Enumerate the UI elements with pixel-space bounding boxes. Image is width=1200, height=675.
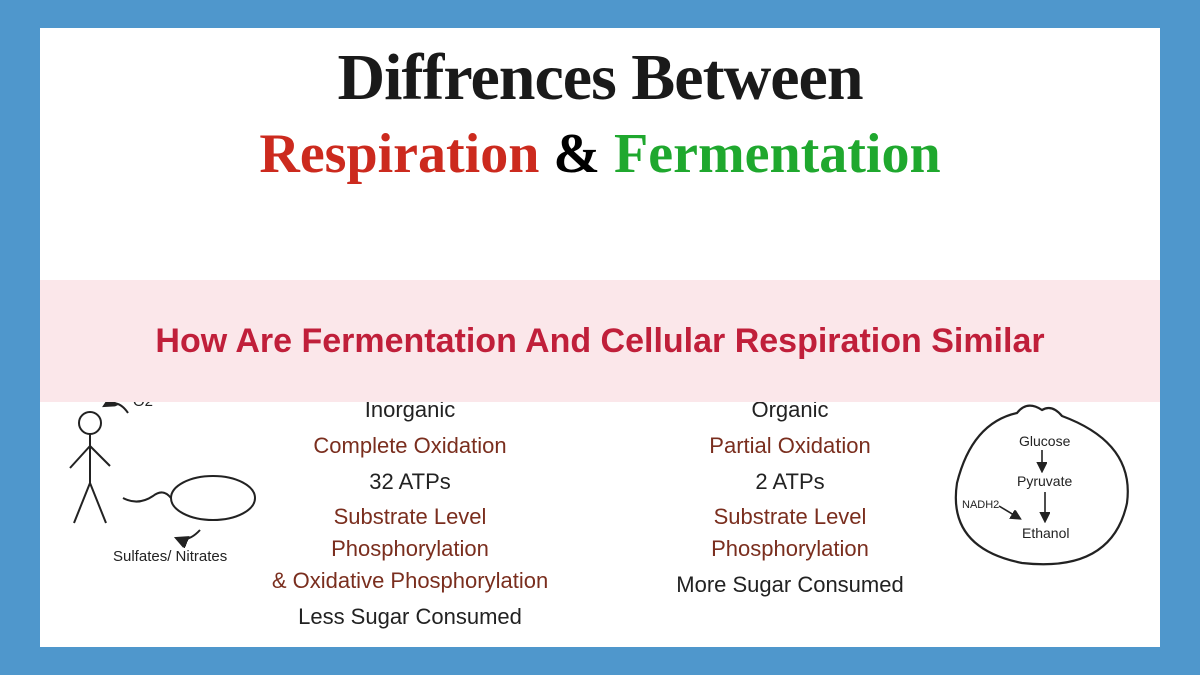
comparison-row: Substrate Level Phosphorylation [645,501,935,565]
right-illustration: Glucose Pyruvate NADH2 Ethanol [927,398,1142,583]
heading-block: Diffrences Between Respiration & Ferment… [40,28,1160,186]
main-title: Diffrences Between [40,40,1160,116]
comparison-row: 2 ATPs [645,466,935,498]
left-illustration: O2 Sulfates/ Nitrates [58,388,268,583]
comparison-row: Complete Oxidation [265,430,555,462]
content-area: Diffrences Between Respiration & Ferment… [40,28,1160,647]
subtitle-ampersand: & [539,123,614,185]
o2-sulfates-icon: O2 Sulfates/ Nitrates [58,388,268,578]
comparison-row: Substrate Level Phosphorylation & Oxidat… [265,501,555,597]
svg-text:Sulfates/ Nitrates: Sulfates/ Nitrates [113,548,227,565]
comparison-row: More Sugar Consumed [645,569,935,601]
overlay-text: How Are Fermentation And Cellular Respir… [155,320,1044,363]
svg-text:Pyruvate: Pyruvate [1017,473,1072,489]
subtitle-respiration: Respiration [259,123,539,185]
svg-text:Glucose: Glucose [1019,433,1071,449]
outer-frame: Diffrences Between Respiration & Ferment… [0,0,1200,675]
comparison-row: 32 ATPs [265,466,555,498]
comparison-row: Partial Oxidation [645,430,935,462]
svg-text:Ethanol: Ethanol [1022,525,1069,541]
svg-text:NADH2: NADH2 [962,499,999,511]
fermentation-sack-icon: Glucose Pyruvate NADH2 Ethanol [927,398,1142,578]
subtitle-row: Respiration & Fermentation [40,122,1160,186]
subtitle-fermentation: Fermentation [614,123,941,185]
comparison-row: Less Sugar Consumed [265,601,555,633]
overlay-banner: How Are Fermentation And Cellular Respir… [40,280,1160,402]
